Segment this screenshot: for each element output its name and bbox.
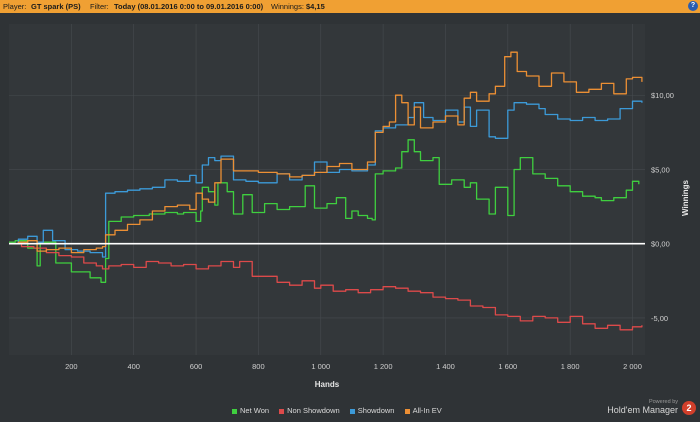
legend: Net Won Non Showdown Showdown All-In EV: [232, 406, 450, 418]
x-tick-label: 1 000: [311, 362, 330, 371]
legend-label-showdown: Showdown: [357, 406, 395, 415]
legend-label-all-in-ev: All-In EV: [412, 406, 442, 415]
legend-item-all-in-ev[interactable]: All-In EV: [404, 406, 442, 415]
series-line-non-showdown: [9, 243, 643, 331]
player-value[interactable]: GT spark (PS): [31, 2, 81, 11]
legend-label-net-won: Net Won: [240, 406, 270, 415]
grid: [9, 24, 645, 355]
product-name: Hold'em Manager: [607, 405, 678, 415]
legend-item-non-showdown[interactable]: Non Showdown: [279, 406, 340, 415]
y-tick-label: -5,00: [651, 314, 668, 323]
y-tick-label: $5,00: [651, 165, 670, 174]
winnings-value: $4,15: [306, 2, 325, 11]
axes: 200 400 600 800 1 000 1 200 1 400 1 600 1 800 2 0…: [9, 91, 674, 371]
x-tick-label: 1 200: [374, 362, 393, 371]
y-tick-label: $0,00: [651, 240, 670, 249]
x-tick-label: 1 600: [498, 362, 517, 371]
legend-item-net-won[interactable]: Net Won: [232, 406, 269, 415]
hm2-logo-icon: 2: [682, 401, 696, 415]
help-icon[interactable]: ?: [688, 1, 698, 11]
legend-item-showdown[interactable]: Showdown: [349, 406, 395, 415]
legend-label-non-showdown: Non Showdown: [287, 406, 340, 415]
powered-by-text: Powered by: [648, 399, 678, 405]
series-lines: [9, 51, 643, 331]
x-axis-label: Hands: [315, 380, 340, 389]
x-tick-label: 800: [252, 362, 265, 371]
y-tick-label: $10,00: [651, 91, 674, 100]
winnings-chart: 200 400 600 800 1 000 1 200 1 400 1 600 1 800 2 0…: [9, 24, 690, 389]
x-tick-label: 1 800: [561, 362, 580, 371]
x-tick-label: 1 400: [436, 362, 455, 371]
legend-swatch-all-in-ev: [404, 408, 410, 414]
x-tick-label: 2 000: [623, 362, 642, 371]
y-axis-label: Winnings: [681, 179, 690, 215]
filter-bar: Player: GT spark (PS) Filter: Today (08.…: [0, 0, 700, 13]
plot-area: [9, 24, 645, 355]
legend-swatch-non-showdown: [279, 408, 285, 414]
x-tick-label: 400: [127, 362, 140, 371]
x-tick-label: 200: [65, 362, 78, 371]
player-label: Player:: [3, 2, 27, 11]
series-line-net-won: [9, 139, 640, 283]
branding: Powered by Hold'em Manager: [607, 399, 678, 415]
x-tick-label: 600: [190, 362, 203, 371]
winnings-label: Winnings:: [271, 2, 304, 11]
series-line-all-in-ev: [9, 51, 643, 254]
filter-label: Filter:: [90, 2, 109, 11]
legend-swatch-net-won: [232, 408, 237, 414]
filter-value[interactable]: Today (08.01.2016 0:00 to 09.01.2016 0:0…: [114, 2, 264, 11]
legend-swatch-showdown: [349, 408, 355, 414]
